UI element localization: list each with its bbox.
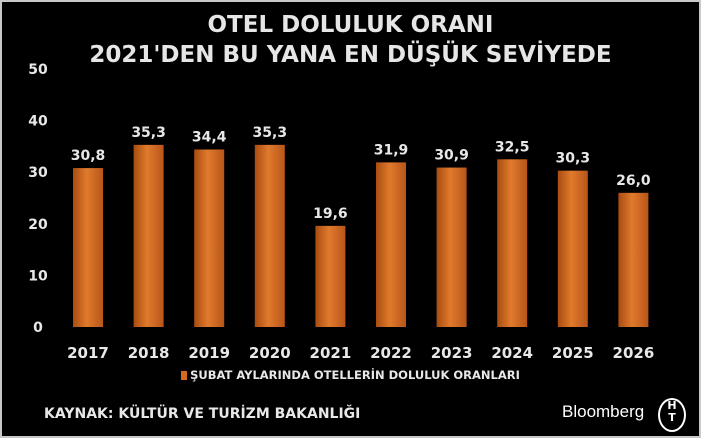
- data-label: 30,8: [71, 148, 106, 164]
- data-label: 34,4: [192, 129, 227, 145]
- chart-title-line2: 2021'DEN BU YANA EN DÜŞÜK SEVİYEDE: [89, 42, 612, 68]
- legend-swatch: [181, 371, 188, 380]
- data-label: 35,3: [131, 125, 166, 141]
- data-label: 30,9: [434, 148, 469, 164]
- x-tick-label: 2023: [431, 344, 473, 362]
- bloomberg-logo: Bloomberg: [562, 402, 645, 421]
- legend: ŞUBAT AYLARINDA OTELLERİN DOLULUK ORANLA…: [2, 368, 699, 382]
- source-note: KAYNAK: KÜLTÜR VE TURİZM BAKANLIĞI: [44, 406, 361, 422]
- bar-2021: [315, 225, 346, 327]
- y-tick-label: 40: [28, 114, 48, 130]
- bar-chart: 0 10 20 30 40 50 30,8 2017 35,3 2018 34,4 2019 35,3 2…: [28, 62, 655, 362]
- data-label: 31,9: [374, 142, 409, 158]
- x-tick-label: 2019: [188, 344, 230, 362]
- x-tick-label: 2017: [67, 344, 109, 362]
- data-label: 30,3: [556, 151, 591, 167]
- data-label: 32,5: [495, 139, 530, 155]
- bar-2024: [497, 159, 528, 327]
- x-tick-label: 2022: [370, 344, 412, 362]
- y-tick-label: 10: [28, 268, 48, 284]
- bar-2017: [73, 168, 103, 327]
- x-tick-label: 2026: [613, 344, 655, 362]
- y-tick-label: 20: [28, 217, 48, 233]
- bar-2025: [557, 170, 588, 327]
- x-tick-label: 2018: [128, 344, 170, 362]
- y-tick-label: 0: [33, 320, 43, 336]
- data-label: 26,0: [616, 173, 651, 189]
- x-tick-label: 2020: [249, 344, 291, 362]
- bar-2026: [618, 192, 649, 327]
- y-tick-label: 30: [28, 165, 48, 181]
- bar-2019: [194, 149, 225, 327]
- x-tick-label: 2021: [310, 344, 352, 362]
- bar-2023: [436, 167, 467, 327]
- legend-label: ŞUBAT AYLARINDA OTELLERİN DOLULUK ORANLA…: [190, 368, 520, 382]
- bar-2018: [133, 144, 164, 327]
- x-tick-label: 2025: [552, 344, 594, 362]
- chart-title-line1: OTEL DOLULUK ORANI: [207, 12, 494, 38]
- data-label: 35,3: [253, 125, 288, 141]
- bar-2020: [254, 144, 285, 327]
- bar-2022: [376, 162, 406, 327]
- x-tick-label: 2024: [491, 344, 533, 362]
- y-tick-label: 50: [28, 62, 48, 78]
- data-label: 19,6: [313, 206, 348, 222]
